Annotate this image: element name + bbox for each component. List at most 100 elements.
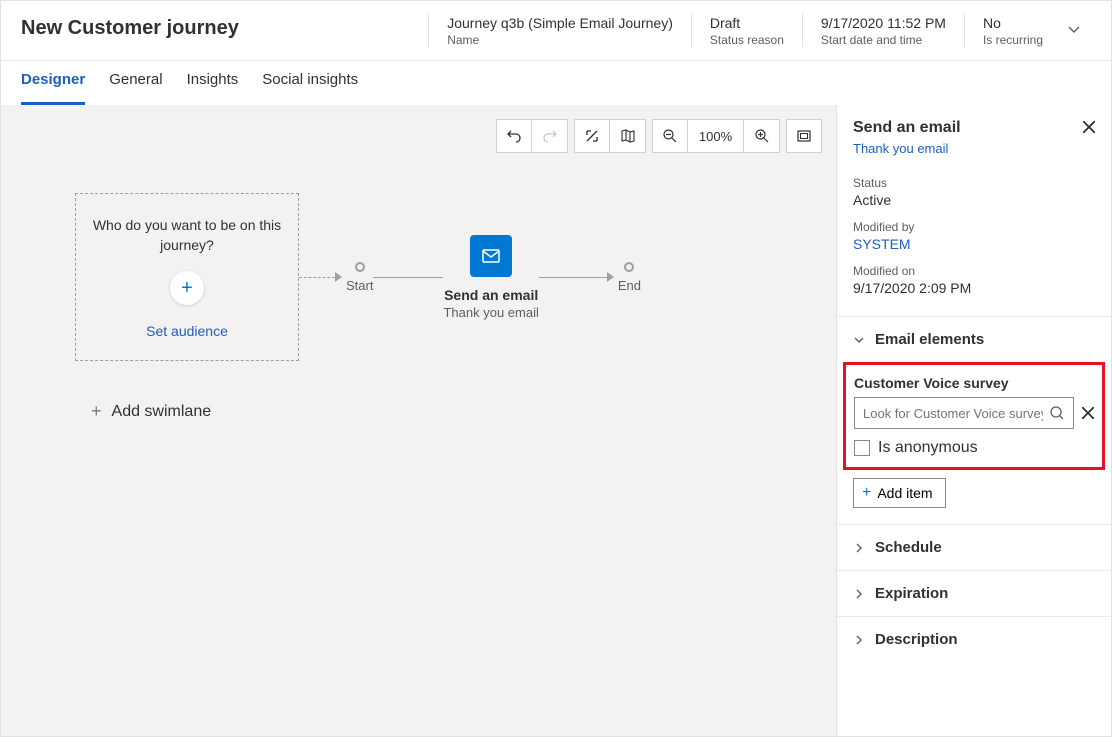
tab-designer[interactable]: Designer bbox=[21, 71, 85, 105]
workspace: 100% Who do you want to be on this journ… bbox=[1, 105, 1111, 736]
start-label: Start bbox=[346, 278, 373, 293]
customer-voice-highlight: Customer Voice survey Is anonymous bbox=[843, 362, 1105, 470]
close-icon bbox=[1083, 121, 1095, 133]
section-schedule: Schedule bbox=[837, 524, 1111, 570]
meta-status: Draft Status reason bbox=[691, 13, 802, 47]
section-schedule-header[interactable]: Schedule bbox=[837, 525, 1111, 570]
section-expiration: Expiration bbox=[837, 570, 1111, 616]
meta-status-label: Status reason bbox=[710, 33, 784, 47]
audience-question: Who do you want to be on this journey? bbox=[90, 215, 284, 256]
page-header: New Customer journey Journey q3b (Simple… bbox=[1, 1, 1111, 61]
section-description-title: Description bbox=[875, 631, 958, 648]
start-dot-icon bbox=[355, 262, 365, 272]
email-node-subtitle: Thank you email bbox=[443, 305, 538, 320]
section-description-header[interactable]: Description bbox=[837, 617, 1111, 662]
zoom-in-button[interactable] bbox=[744, 119, 780, 153]
survey-search-row bbox=[854, 397, 1094, 429]
zoom-in-icon bbox=[754, 128, 770, 144]
chevron-right-icon bbox=[853, 588, 865, 600]
anonymous-row: Is anonymous bbox=[854, 439, 1094, 457]
anonymous-checkbox[interactable] bbox=[854, 440, 870, 456]
redo-icon bbox=[542, 128, 558, 144]
modified-by-value[interactable]: SYSTEM bbox=[853, 236, 1095, 252]
meta-recurring-value: No bbox=[983, 15, 1043, 31]
anonymous-label: Is anonymous bbox=[878, 439, 978, 457]
modified-on-label: Modified on bbox=[853, 264, 1095, 278]
expand-header-button[interactable] bbox=[1061, 13, 1091, 37]
page-title: New Customer journey bbox=[21, 13, 428, 40]
zoom-out-button[interactable] bbox=[652, 119, 688, 153]
status-label: Status bbox=[853, 176, 1095, 190]
expand-arrows-icon bbox=[584, 128, 600, 144]
survey-clear-button[interactable] bbox=[1082, 407, 1094, 419]
add-swimlane-button[interactable]: + Add swimlane bbox=[91, 401, 211, 422]
section-email-elements-title: Email elements bbox=[875, 331, 984, 348]
status-value: Active bbox=[853, 192, 1095, 208]
add-audience-button[interactable]: + bbox=[170, 271, 204, 305]
meta-name-value: Journey q3b (Simple Email Journey) bbox=[447, 15, 673, 31]
section-description: Description bbox=[837, 616, 1111, 662]
close-icon bbox=[1082, 407, 1094, 419]
undo-icon bbox=[506, 128, 522, 144]
tab-insights[interactable]: Insights bbox=[187, 71, 239, 105]
panel-title: Send an email bbox=[853, 119, 961, 137]
minimap-button[interactable] bbox=[610, 119, 646, 153]
email-tile[interactable] bbox=[470, 235, 512, 277]
fullscreen-icon bbox=[796, 128, 812, 144]
plus-icon: + bbox=[181, 277, 193, 300]
meta-recurring: No Is recurring bbox=[964, 13, 1061, 47]
search-icon bbox=[1049, 405, 1065, 421]
start-node: Start bbox=[346, 262, 373, 293]
panel-meta: Status Active Modified by SYSTEM Modifie… bbox=[837, 168, 1111, 316]
tab-social-insights[interactable]: Social insights bbox=[262, 71, 358, 105]
map-icon bbox=[620, 128, 636, 144]
fullscreen-button[interactable] bbox=[786, 119, 822, 153]
survey-search-input[interactable] bbox=[863, 406, 1043, 421]
email-node[interactable]: Send an email Thank you email bbox=[443, 235, 538, 320]
properties-panel: Send an email Thank you email Status Act… bbox=[837, 105, 1111, 736]
meta-name-label: Name bbox=[447, 33, 673, 47]
end-dot-icon bbox=[624, 262, 634, 272]
meta-name: Journey q3b (Simple Email Journey) Name bbox=[428, 13, 691, 47]
connector-dashed bbox=[299, 277, 335, 278]
panel-subtitle-link[interactable]: Thank you email bbox=[837, 141, 1111, 168]
connector-line bbox=[373, 277, 443, 278]
section-email-elements: Email elements Customer Voice survey Is … bbox=[837, 316, 1111, 524]
chevron-down-icon bbox=[853, 334, 865, 346]
designer-canvas[interactable]: 100% Who do you want to be on this journ… bbox=[1, 105, 837, 736]
meta-date-value: 9/17/2020 11:52 PM bbox=[821, 15, 946, 31]
section-expiration-header[interactable]: Expiration bbox=[837, 571, 1111, 616]
add-item-label: Add item bbox=[877, 485, 932, 501]
tab-general[interactable]: General bbox=[109, 71, 162, 105]
add-item-button[interactable]: + Add item bbox=[853, 478, 946, 508]
zoom-level[interactable]: 100% bbox=[688, 119, 744, 153]
zoom-out-icon bbox=[662, 128, 678, 144]
audience-tile[interactable]: Who do you want to be on this journey? +… bbox=[75, 193, 299, 361]
survey-label: Customer Voice survey bbox=[854, 375, 1094, 391]
fit-button[interactable] bbox=[574, 119, 610, 153]
mail-icon bbox=[481, 246, 501, 266]
survey-search-box[interactable] bbox=[854, 397, 1074, 429]
chevron-down-icon bbox=[1067, 23, 1081, 37]
end-label: End bbox=[618, 278, 641, 293]
end-node: End bbox=[618, 262, 641, 293]
meta-status-value: Draft bbox=[710, 15, 784, 31]
add-swimlane-label: Add swimlane bbox=[112, 403, 212, 421]
meta-date: 9/17/2020 11:52 PM Start date and time bbox=[802, 13, 964, 47]
connector-line bbox=[539, 277, 607, 278]
modified-on-value: 9/17/2020 2:09 PM bbox=[853, 280, 1095, 296]
chevron-right-icon bbox=[853, 542, 865, 554]
set-audience-link[interactable]: Set audience bbox=[146, 323, 228, 339]
section-expiration-title: Expiration bbox=[875, 585, 948, 602]
arrowhead-icon bbox=[607, 272, 614, 282]
section-email-elements-header[interactable]: Email elements bbox=[837, 317, 1111, 362]
email-node-title: Send an email bbox=[444, 287, 538, 303]
panel-close-button[interactable] bbox=[1081, 119, 1097, 135]
undo-button[interactable] bbox=[496, 119, 532, 153]
journey-flow: Who do you want to be on this journey? +… bbox=[75, 193, 641, 361]
modified-by-label: Modified by bbox=[853, 220, 1095, 234]
tab-bar: Designer General Insights Social insight… bbox=[1, 61, 1111, 105]
arrowhead-icon bbox=[335, 272, 342, 282]
plus-icon: + bbox=[91, 401, 102, 422]
redo-button[interactable] bbox=[532, 119, 568, 153]
